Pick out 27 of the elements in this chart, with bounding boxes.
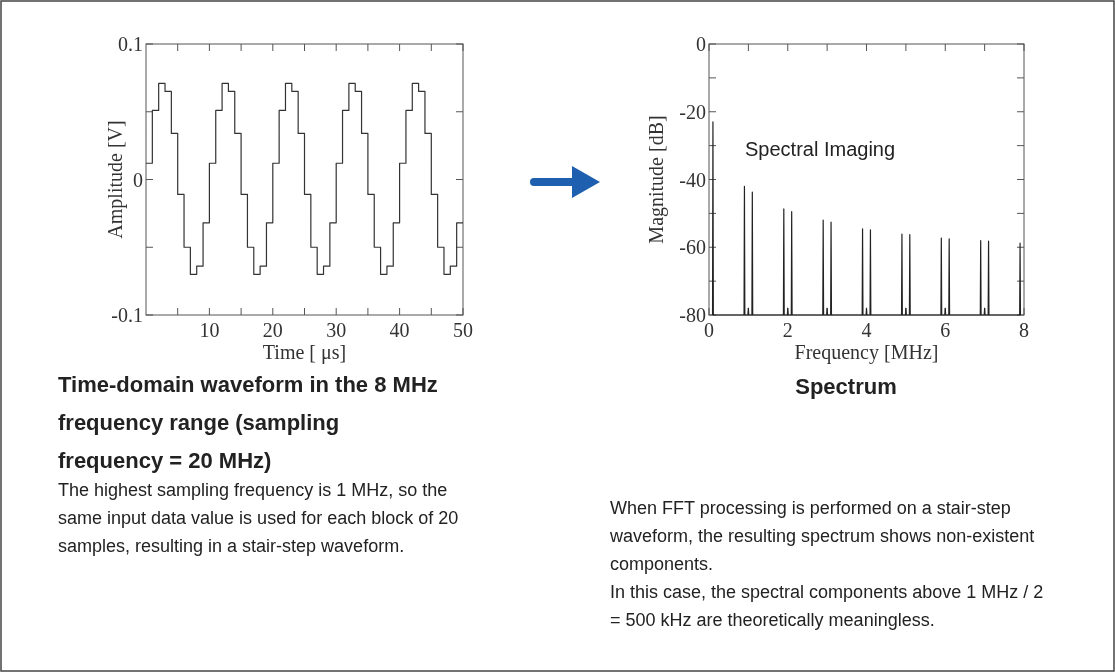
text: The highest sampling frequency is 1 MHz, so the same input data value is used for each block of 20 samples, resulting in a stair-step waveform. (58, 480, 459, 556)
y-tick-label: -80 (679, 304, 706, 326)
x-tick-label: 10 (199, 319, 220, 341)
x-tick-label: 50 (453, 319, 473, 341)
x-axis-title: Time [ μs] (262, 341, 347, 364)
y-tick-label: 0.1 (118, 33, 143, 55)
line-series (711, 121, 1022, 316)
x-tick-label: 20 (262, 319, 283, 341)
x-tick-label: 4 (861, 319, 872, 341)
y-axis-title: Amplitude [V] (104, 120, 127, 239)
text: When FFT processing is performed on a stair-step waveform, the resulting spectrum shows non-existent components. In this case, the spectral components above 1 MHz / 2 = 500 kHz are theoretically meaningless. (609, 498, 1044, 630)
annotation: Spectral Imaging (745, 138, 896, 160)
text: Time-domain waveform in the 8 MHz frequency range (sampling frequency = 20 MHz) (58, 372, 438, 473)
y-tick-label: -60 (679, 236, 706, 259)
x-axis-title: Frequency [MHz] (794, 341, 939, 364)
y-tick-label: -20 (679, 100, 706, 123)
text: Spectrum (795, 374, 897, 399)
x-tick-label: 30 (326, 319, 347, 341)
x-tick-label: 2 (782, 319, 793, 341)
x-tick-label: 6 (940, 319, 951, 341)
y-tick-label: 0 (133, 168, 143, 191)
y-axis-title: Magnitude [dB] (645, 115, 668, 244)
y-tick-label: -40 (679, 168, 706, 191)
y-tick-label: 0 (696, 33, 706, 55)
x-tick-label: 8 (1019, 319, 1029, 341)
x-tick-label: 40 (389, 319, 410, 341)
y-tick-label: -0.1 (111, 304, 143, 326)
